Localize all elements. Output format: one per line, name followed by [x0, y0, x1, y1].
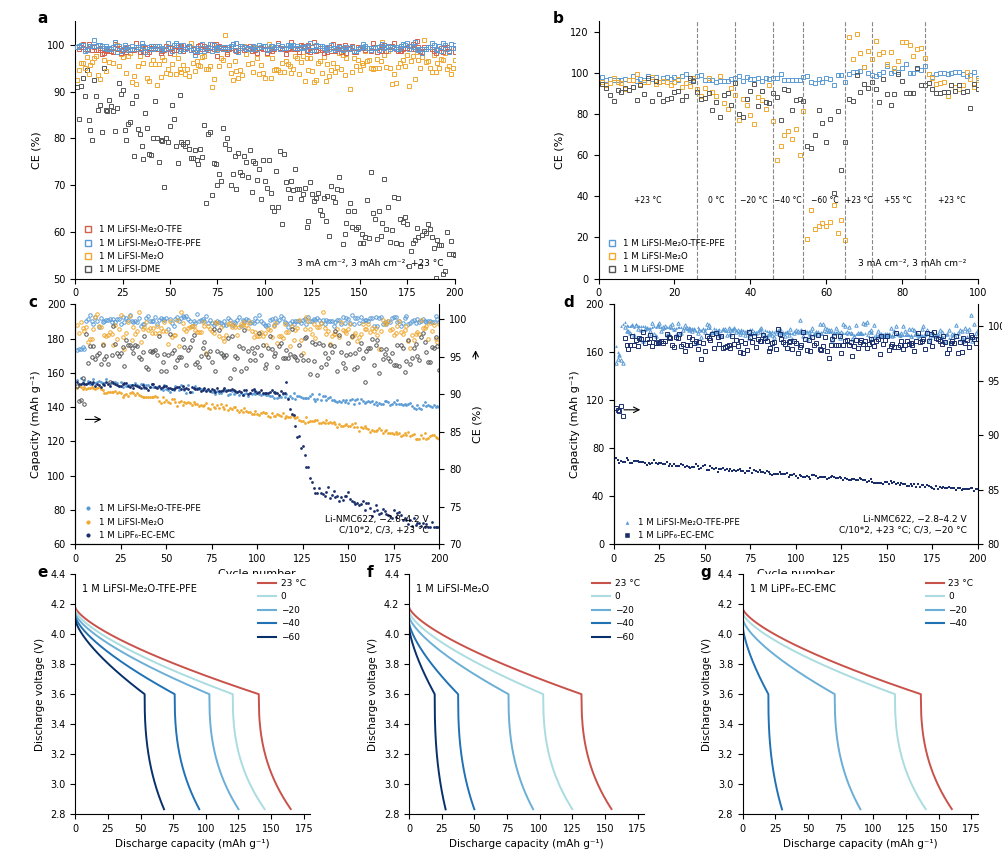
Text: +23 °C: +23 °C — [844, 196, 872, 205]
Text: Li-NMC622, −2.8–4.2 V
C/10*2, C/3, +23 °C: Li-NMC622, −2.8–4.2 V C/10*2, C/3, +23 °… — [325, 515, 428, 535]
Y-axis label: CE (%): CE (%) — [472, 405, 482, 443]
Text: 3 mA cm⁻², 3 mAh cm⁻²: 3 mA cm⁻², 3 mAh cm⁻² — [858, 259, 966, 268]
Text: b: b — [552, 11, 563, 27]
Legend: 1 M LiFSI-Me₂O-TFE, 1 M LiFSI-Me₂O-TFE-PFE, 1 M LiFSI-Me₂O, 1 M LiFSI-DME: 1 M LiFSI-Me₂O-TFE, 1 M LiFSI-Me₂O-TFE-P… — [79, 225, 201, 274]
Legend: 23 °C, 0, −20, −40, −60: 23 °C, 0, −20, −40, −60 — [591, 578, 639, 642]
Text: −20 °C: −20 °C — [739, 196, 768, 205]
X-axis label: Cycle number: Cycle number — [218, 569, 296, 579]
Text: 1 M LiFSI-Me₂O-TFE-PFE: 1 M LiFSI-Me₂O-TFE-PFE — [82, 584, 197, 594]
Y-axis label: Capacity (mAh g⁻¹): Capacity (mAh g⁻¹) — [569, 370, 579, 478]
Text: 1 M LiFSI-Me₂O: 1 M LiFSI-Me₂O — [416, 584, 489, 594]
Y-axis label: Discharge voltage (V): Discharge voltage (V) — [34, 638, 44, 751]
Text: +23 °C: +23 °C — [937, 196, 964, 205]
Legend: 23 °C, 0, −20, −40, −60: 23 °C, 0, −20, −40, −60 — [258, 578, 306, 642]
X-axis label: Cycle number: Cycle number — [757, 569, 834, 579]
Text: f: f — [367, 565, 373, 579]
X-axis label: Cycle number: Cycle number — [225, 303, 304, 314]
Text: g: g — [699, 565, 710, 579]
Text: e: e — [38, 565, 48, 579]
Y-axis label: CE (%): CE (%) — [554, 131, 564, 169]
Text: 0 °C: 0 °C — [707, 196, 723, 205]
Y-axis label: Capacity (mAh g⁻¹): Capacity (mAh g⁻¹) — [31, 370, 41, 478]
Legend: 23 °C, 0, −20, −40: 23 °C, 0, −20, −40 — [925, 578, 972, 628]
X-axis label: Cycle number: Cycle number — [748, 303, 827, 314]
Text: −60 °C: −60 °C — [810, 196, 838, 205]
Text: 1 M LiPF₆-EC-EMC: 1 M LiPF₆-EC-EMC — [749, 584, 835, 594]
Text: d: d — [562, 295, 573, 309]
Y-axis label: Discharge voltage (V): Discharge voltage (V) — [368, 638, 378, 751]
Legend: 1 M LiFSI-Me₂O-TFE-PFE, 1 M LiFSI-Me₂O, 1 M LiFSI-DME: 1 M LiFSI-Me₂O-TFE-PFE, 1 M LiFSI-Me₂O, … — [602, 238, 723, 274]
X-axis label: Discharge capacity (mAh g⁻¹): Discharge capacity (mAh g⁻¹) — [783, 839, 937, 849]
X-axis label: Discharge capacity (mAh g⁻¹): Discharge capacity (mAh g⁻¹) — [115, 839, 270, 849]
Y-axis label: CE (%): CE (%) — [31, 131, 41, 169]
Text: Li-NMC622, −2.8–4.2 V
C/10*2, +23 °C; C/3, −20 °C: Li-NMC622, −2.8–4.2 V C/10*2, +23 °C; C/… — [839, 515, 966, 535]
Text: c: c — [28, 295, 37, 309]
Text: 3 mA cm⁻², 3 mAh cm⁻², +23 °C: 3 mA cm⁻², 3 mAh cm⁻², +23 °C — [297, 259, 443, 268]
X-axis label: Discharge capacity (mAh g⁻¹): Discharge capacity (mAh g⁻¹) — [449, 839, 603, 849]
Text: −40 °C: −40 °C — [774, 196, 802, 205]
Legend: 1 M LiFSI-Me₂O-TFE-PFE, 1 M LiFSI-Me₂O, 1 M LiPF₆-EC-EMC: 1 M LiFSI-Me₂O-TFE-PFE, 1 M LiFSI-Me₂O, … — [79, 504, 201, 540]
Text: +55 °C: +55 °C — [884, 196, 911, 205]
Y-axis label: Discharge voltage (V): Discharge voltage (V) — [701, 638, 711, 751]
Text: +23 °C: +23 °C — [633, 196, 661, 205]
Text: a: a — [37, 11, 48, 27]
Legend: 1 M LiFSI-Me₂O-TFE-PFE, 1 M LiPF₆-EC-EMC: 1 M LiFSI-Me₂O-TFE-PFE, 1 M LiPF₆-EC-EMC — [617, 518, 739, 540]
